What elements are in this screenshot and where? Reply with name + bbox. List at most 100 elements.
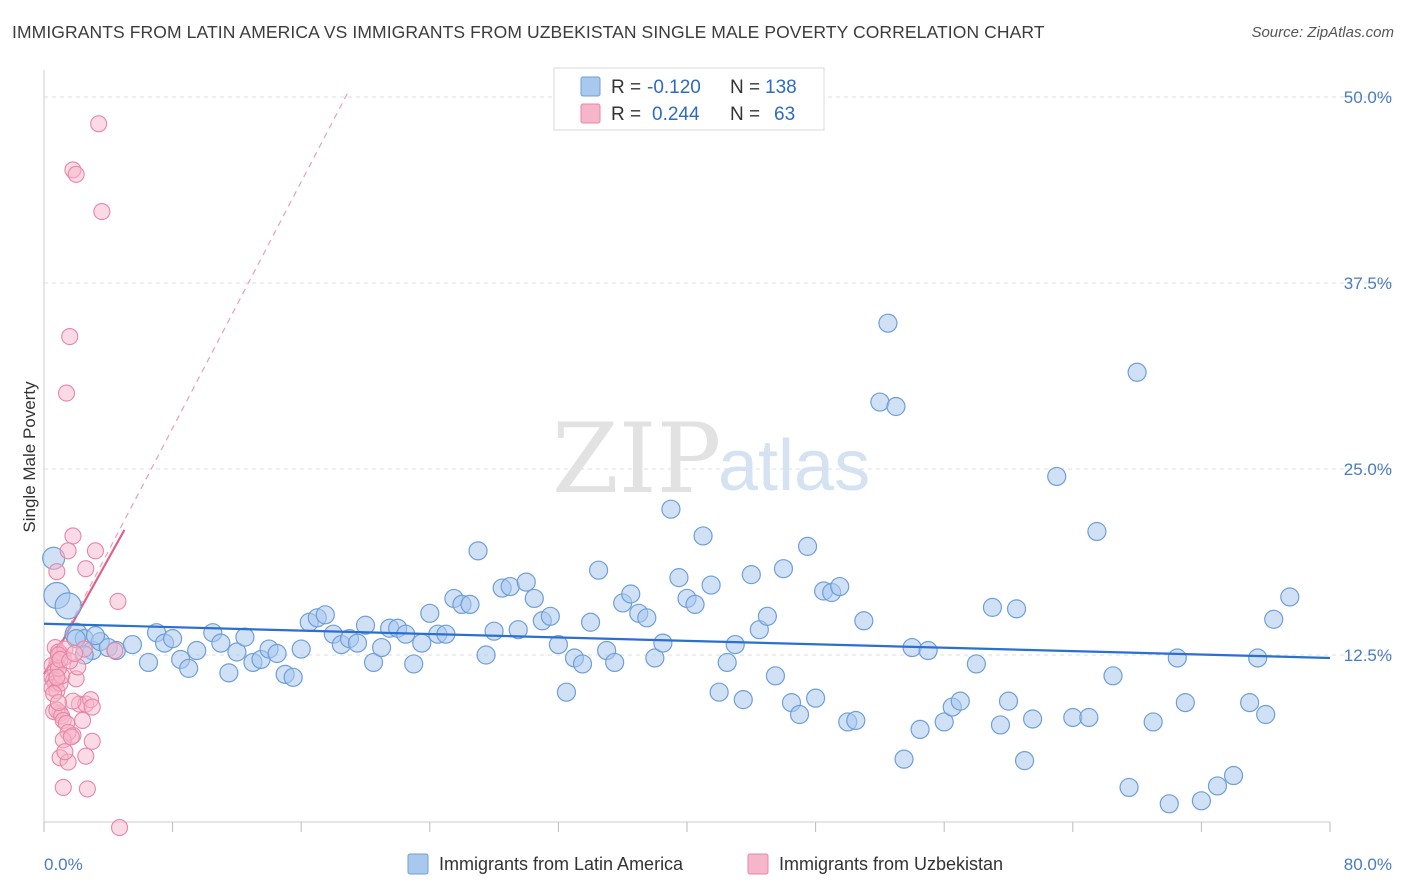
blue-point-71 <box>637 608 657 628</box>
blue-point-54 <box>500 576 520 597</box>
blue-point-75 <box>669 568 689 588</box>
pink-trend-extended <box>43 89 350 675</box>
blue-point-108 <box>950 691 970 711</box>
blue-point-79 <box>701 575 721 595</box>
pink-point-7 <box>59 542 77 560</box>
legend-blue-n-label: N = <box>730 77 760 98</box>
blue-point-20 <box>227 642 247 662</box>
blue-point-123 <box>1143 712 1163 732</box>
blue-point-122 <box>1127 362 1147 382</box>
blue-point-15 <box>179 658 199 678</box>
y-axis-label: Single Male Poverty <box>20 381 39 533</box>
blue-point-61 <box>556 682 577 702</box>
blue-series-points <box>42 313 1300 814</box>
blue-point-113 <box>1006 599 1027 619</box>
blue-point-134 <box>1280 587 1300 607</box>
legend-top: R = -0.120 N = 138 R = 0.244 N = 63 <box>553 67 825 131</box>
pink-trend-layer <box>43 89 350 675</box>
bottom-legend-blue-swatch <box>407 853 429 875</box>
axes-layer <box>43 70 1331 832</box>
blue-point-114 <box>1014 751 1035 771</box>
blue-point-59 <box>540 606 560 626</box>
blue-point-18 <box>211 633 231 653</box>
blue-point-36 <box>355 615 376 635</box>
blue-point-124 <box>1159 794 1179 814</box>
blue-point-92 <box>805 688 826 708</box>
chart-source: Source: ZipAtlas.com <box>1251 24 1394 41</box>
x-tick-labels: 0.0% 80.0% <box>44 855 1392 874</box>
blue-point-127 <box>1191 791 1212 811</box>
blue-point-129 <box>1223 765 1244 786</box>
blue-point-35 <box>347 633 368 653</box>
blue-point-82 <box>725 634 745 655</box>
y-tick-label-3: 50.0% <box>1344 88 1392 107</box>
legend-blue-r-value: -0.120 <box>647 77 701 98</box>
blue-point-132 <box>1256 704 1276 725</box>
blue-point-25 <box>267 643 287 664</box>
pink-point-2 <box>67 165 85 183</box>
blue-point-10 <box>138 652 159 673</box>
blue-point-102 <box>894 749 914 769</box>
blue-point-130 <box>1240 693 1260 713</box>
blue-point-84 <box>741 565 761 585</box>
legend-blue-r-label: R = <box>611 77 641 98</box>
blue-point-83 <box>733 690 753 710</box>
blue-point-49 <box>460 594 480 615</box>
blue-point-43 <box>412 633 432 653</box>
blue-point-98 <box>854 611 874 631</box>
blue-point-64 <box>580 612 601 632</box>
blue-point-109 <box>966 654 986 674</box>
blue-point-44 <box>420 603 440 623</box>
blue-point-100 <box>878 313 898 333</box>
blue-point-72 <box>645 648 665 668</box>
pink-point-51 <box>54 778 72 796</box>
bottom-legend-pink-swatch <box>747 853 769 875</box>
blue-point-52 <box>484 621 504 641</box>
blue-point-63 <box>572 654 593 674</box>
watermark-atlas: atlas <box>718 426 870 506</box>
blue-point-125 <box>1167 648 1187 668</box>
blue-point-91 <box>797 536 818 556</box>
blue-point-28 <box>291 639 311 659</box>
blue-point-116 <box>1047 466 1067 487</box>
legend-pink-r-label: R = <box>611 104 641 125</box>
pink-point-42 <box>74 711 92 730</box>
pink-point-6 <box>64 527 82 545</box>
pink-point-10 <box>77 560 95 578</box>
blue-point-65 <box>588 560 609 580</box>
blue-point-55 <box>508 620 528 640</box>
legend-pink-n-value: 63 <box>774 104 795 125</box>
bottom-legend-pink-label: Immigrants from Uzbekistan <box>779 854 1003 874</box>
pink-point-0 <box>90 115 108 133</box>
blue-point-121 <box>1119 777 1139 798</box>
watermark-zip: ZIP <box>552 403 721 515</box>
legend-pink-r-value: 0.244 <box>652 104 700 125</box>
pink-point-60 <box>48 668 66 686</box>
blue-point-13 <box>163 629 183 649</box>
blue-point-77 <box>685 594 705 615</box>
blue-point-119 <box>1087 521 1107 542</box>
blue-point-60 <box>548 634 569 655</box>
blue-point-115 <box>1023 709 1043 729</box>
blue-point-87 <box>765 666 786 686</box>
blue-point-74 <box>661 499 681 519</box>
pink-point-34 <box>64 692 82 710</box>
y-tick-label-2: 37.5% <box>1344 274 1392 293</box>
blue-point-131 <box>1248 648 1268 668</box>
blue-point-90 <box>789 704 810 725</box>
blue-point-2 <box>54 592 82 620</box>
pink-point-53 <box>111 819 129 837</box>
blue-point-73 <box>653 633 673 653</box>
blue-point-104 <box>910 719 930 740</box>
blue-point-126 <box>1175 693 1195 713</box>
blue-point-80 <box>709 682 729 702</box>
blue-point-105 <box>918 640 938 661</box>
blue-point-81 <box>717 652 737 673</box>
blue-point-106 <box>934 712 954 732</box>
pink-point-3 <box>93 203 111 221</box>
blue-point-67 <box>605 652 625 673</box>
blue-point-97 <box>846 710 866 731</box>
blue-point-112 <box>998 691 1019 711</box>
blue-point-99 <box>870 392 890 412</box>
